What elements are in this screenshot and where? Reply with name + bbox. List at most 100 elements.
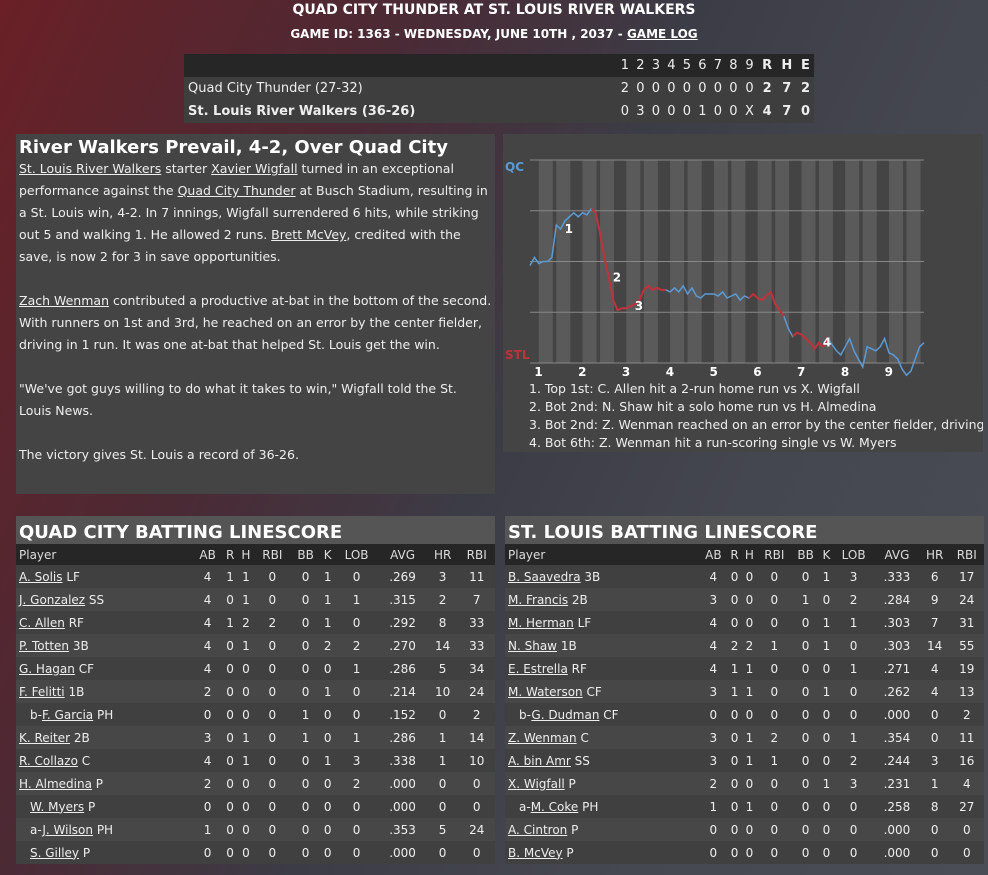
batting-stat: 2: [709, 776, 718, 791]
batting-stat: 33: [469, 638, 485, 653]
batting-stat: .262: [883, 684, 911, 699]
pitcher-link[interactable]: Xavier Wigfall: [211, 161, 298, 176]
batting-row: Z. Wenman C 3 0 1 2 0 0 1.354 0 11: [505, 726, 984, 749]
player-link[interactable]: Zach Wenman: [19, 293, 109, 308]
player-link[interactable]: M. Francis: [508, 592, 569, 607]
batting-stat: 1: [438, 753, 447, 768]
batting-stat: 3: [709, 753, 718, 768]
player-link[interactable]: F. Garcia: [41, 707, 94, 722]
batting-stat: .000: [883, 707, 911, 722]
player-link[interactable]: P. Totten: [19, 638, 70, 653]
player-link[interactable]: N. Shaw: [508, 638, 557, 653]
batting-stat: 1: [203, 822, 212, 837]
player-link[interactable]: A. Cintron: [508, 822, 568, 837]
win-probability-chart-panel: QC STL 1 2 3 4 5 6 7 8 9 1 2 3 4 1. Top 1st: C. Allen …: [503, 134, 983, 452]
batting-stat: 0: [730, 615, 739, 630]
batting-stat: 0: [242, 822, 250, 837]
batting-stat: 0: [242, 799, 250, 814]
batting-stat: 0: [203, 845, 212, 860]
batting-stat: 0: [930, 730, 939, 745]
batting-stat: 0: [822, 799, 831, 814]
chart-annotation: 4: [823, 336, 831, 350]
sub-prefix: b-: [30, 707, 42, 722]
batting-stat: 34: [469, 661, 485, 676]
batting-row: M. Herman LF 4 0 0 0 0 1 1.303 7 31: [505, 611, 984, 634]
player-position: CF: [74, 661, 94, 676]
player-link[interactable]: J. Gonzalez: [19, 592, 86, 607]
player-position: P: [567, 822, 579, 837]
player-link[interactable]: M. Herman: [508, 615, 574, 630]
chart-bottom-label: STL: [505, 348, 530, 362]
batting-player-cell: X. Wigfall P: [505, 772, 699, 795]
batting-row: S. Gilley P 0 0 0 0 0 0 0.000 0 0: [16, 841, 495, 864]
batting-col-header: AB: [699, 544, 728, 565]
batting-stat: 0: [323, 776, 332, 791]
batting-stat: 0: [849, 684, 858, 699]
player-link[interactable]: F. Felitti: [19, 684, 65, 699]
story-text: contributed a productive at-bat in the b…: [19, 293, 492, 352]
closer-link[interactable]: Brett McVey: [271, 227, 347, 242]
player-link[interactable]: S. Gilley: [30, 845, 80, 860]
batting-stat: 2: [242, 615, 250, 630]
player-link[interactable]: W. Myers: [30, 799, 85, 814]
batting-stat: 1: [226, 615, 234, 630]
batting-stat: 4: [203, 661, 212, 676]
player-link[interactable]: A. bin Amr: [508, 753, 571, 768]
batting-stat: 1: [822, 638, 831, 653]
player-link[interactable]: M. Coke: [530, 799, 579, 814]
batting-row: H. Almedina P 2 0 0 0 0 0 2.000 0 0: [16, 772, 495, 795]
linescore-col-5: 5: [682, 58, 692, 73]
player-link[interactable]: M. Waterson: [508, 684, 583, 699]
batting-player-cell: K. Reiter 2B: [16, 726, 193, 749]
player-link[interactable]: R. Collazo: [19, 753, 78, 768]
batting-stat: 14: [927, 638, 943, 653]
chart-x-tick: 5: [709, 365, 717, 378]
batting-stat: .354: [883, 730, 911, 745]
game-log-link[interactable]: GAME LOG: [626, 27, 698, 41]
batting-player-cell: P. Totten 3B: [16, 634, 193, 657]
batting-player-cell: N. Shaw 1B: [505, 634, 699, 657]
opponent-link[interactable]: Quad City Thunder: [177, 183, 296, 198]
player-link[interactable]: H. Almedina: [19, 776, 92, 791]
linescore-team: St. Louis River Walkers (36-26): [188, 104, 416, 119]
batting-stat: 4: [709, 661, 718, 676]
batting-stat: 2: [849, 753, 858, 768]
player-link[interactable]: C. Allen: [19, 615, 65, 630]
batting-stat: 0: [801, 730, 810, 745]
batting-stat: 0: [930, 845, 939, 860]
batting-stat: .000: [389, 776, 416, 791]
batting-stat: 0: [323, 845, 332, 860]
batting-row: b-F. Garcia PH 0 0 0 0 1 0 0.152 0 2: [16, 703, 495, 726]
away-batting-header: Player AB R H RBI BB K LOB AVG HR RBI: [16, 544, 495, 565]
team-link[interactable]: St. Louis River Walkers: [19, 161, 162, 176]
batting-col-header: BB: [791, 544, 820, 565]
player-link[interactable]: G. Dudman: [531, 707, 600, 722]
player-link[interactable]: B. Saavedra: [508, 569, 581, 584]
batting-stat: 0: [226, 753, 234, 768]
chart-note: 2. Bot 2nd: N. Shaw hit a solo home run …: [529, 399, 877, 414]
player-link[interactable]: Z. Wenman: [508, 730, 577, 745]
player-link[interactable]: B. McVey: [508, 845, 563, 860]
batting-player-cell: J. Gonzalez SS: [16, 588, 193, 611]
linescore-cell: 0: [729, 104, 738, 119]
batting-stat: 1: [745, 661, 754, 676]
batting-stat: 0: [226, 799, 234, 814]
batting-stat: 0: [226, 684, 234, 699]
batting-stat: 0: [301, 776, 310, 791]
player-link[interactable]: E. Estrella: [508, 661, 568, 676]
player-link[interactable]: J. Wilson: [42, 822, 93, 837]
wp-line-segment: [792, 331, 829, 351]
player-link[interactable]: X. Wigfall: [508, 776, 565, 791]
linescore-cell: 2: [762, 81, 772, 96]
player-position: SS: [85, 592, 105, 607]
batting-stat: .214: [389, 684, 416, 699]
player-link[interactable]: G. Hagan: [19, 661, 75, 676]
story-text: turned in an exceptional performance aga…: [19, 161, 454, 198]
batting-stat: 2: [438, 592, 447, 607]
player-link[interactable]: K. Reiter: [19, 730, 71, 745]
story-text: starter: [161, 161, 212, 176]
player-link[interactable]: A. Solis: [19, 569, 63, 584]
batting-stat: 1: [730, 684, 739, 699]
batting-stat: 0: [770, 684, 779, 699]
player-position: SS: [570, 753, 590, 768]
